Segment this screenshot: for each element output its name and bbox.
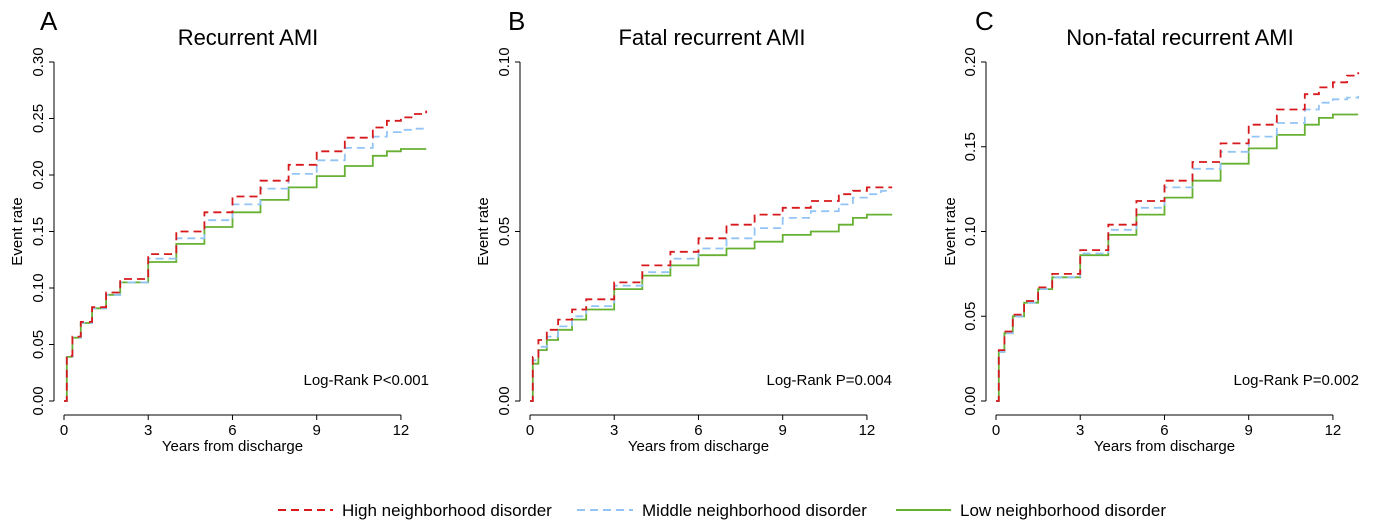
x-tick-label: 12 <box>1325 422 1342 439</box>
y-tick-label: 0.05 <box>962 302 979 331</box>
panel-letter: C <box>975 6 994 36</box>
y-tick-label: 0.25 <box>30 104 47 133</box>
x-tick-label: 6 <box>228 422 236 439</box>
panel-c: C Non-fatal recurrent AMI 0 3 6 9 12 0.00 0.05 0.… <box>942 6 1360 455</box>
y-tick-label: 0.10 <box>962 217 979 246</box>
x-tick-label: 3 <box>1076 422 1084 439</box>
series-line-middle <box>996 95 1360 402</box>
x-tick-label: 3 <box>610 422 618 439</box>
panel-title: Fatal recurrent AMI <box>618 25 805 50</box>
log-rank-annotation: Log-Rank P=0.002 <box>1233 372 1359 389</box>
y-tick-label: 0.05 <box>496 217 513 246</box>
series-line-high <box>996 72 1360 402</box>
x-axis-label: Years from discharge <box>162 438 303 455</box>
y-tick-label: 0.10 <box>496 47 513 76</box>
y-tick-label: 0.20 <box>962 47 979 76</box>
y-axis-label: Event rate <box>942 197 959 265</box>
series-line-high <box>64 110 428 402</box>
x-tick-label: 0 <box>992 422 1000 439</box>
x-axis-label: Years from discharge <box>628 438 769 455</box>
x-tick-label: 3 <box>144 422 152 439</box>
panel-b: B Fatal recurrent AMI 0 3 6 9 12 0.00 0.05 0.10 Ye… <box>475 6 893 455</box>
legend-label-low: Low neighborhood disorder <box>960 501 1166 520</box>
panel-title: Non-fatal recurrent AMI <box>1066 25 1293 50</box>
legend: High neighborhood disorder Middle neighb… <box>278 501 1166 520</box>
legend-item-low: Low neighborhood disorder <box>896 501 1166 520</box>
series-line-low <box>64 148 427 402</box>
chart-panels: A Recurrent AMI 0 3 6 9 12 0.00 0.05 0.10 0.15 0.20… <box>9 6 1360 455</box>
legend-item-middle: Middle neighborhood disorder <box>577 501 867 520</box>
y-tick-label: 0.00 <box>30 386 47 415</box>
log-rank-annotation: Log-Rank P<0.001 <box>303 372 429 389</box>
panel-letter: B <box>508 6 525 36</box>
x-tick-label: 9 <box>1245 422 1253 439</box>
legend-label-middle: Middle neighborhood disorder <box>642 501 867 520</box>
y-tick-label: 0.10 <box>30 273 47 302</box>
log-rank-annotation: Log-Rank P=0.004 <box>766 372 892 389</box>
x-tick-label: 12 <box>393 422 410 439</box>
y-axis-label: Event rate <box>475 197 492 265</box>
panel-a: A Recurrent AMI 0 3 6 9 12 0.00 0.05 0.10 0.15 0.20… <box>9 6 429 455</box>
legend-label-high: High neighborhood disorder <box>342 501 552 520</box>
x-axis-label: Years from discharge <box>1094 438 1235 455</box>
x-tick-label: 9 <box>313 422 321 439</box>
series-line-middle <box>64 127 427 402</box>
y-tick-label: 0.15 <box>962 132 979 161</box>
series-line-high <box>530 186 893 402</box>
y-tick-label: 0.20 <box>30 160 47 189</box>
panel-letter: A <box>40 6 58 36</box>
x-tick-label: 6 <box>694 422 702 439</box>
x-tick-label: 12 <box>859 422 876 439</box>
y-tick-label: 0.30 <box>30 47 47 76</box>
x-tick-label: 0 <box>526 422 534 439</box>
series-line-middle <box>530 189 893 402</box>
y-tick-label: 0.15 <box>30 217 47 246</box>
panel-title: Recurrent AMI <box>178 25 319 50</box>
y-tick-label: 0.00 <box>962 386 979 415</box>
y-tick-label: 0.00 <box>496 386 513 415</box>
y-tick-label: 0.05 <box>30 330 47 359</box>
legend-item-high: High neighborhood disorder <box>278 501 552 520</box>
x-tick-label: 9 <box>779 422 787 439</box>
y-axis-label: Event rate <box>9 197 26 265</box>
series-line-low <box>996 113 1359 402</box>
x-tick-label: 0 <box>60 422 68 439</box>
x-tick-label: 6 <box>1160 422 1168 439</box>
